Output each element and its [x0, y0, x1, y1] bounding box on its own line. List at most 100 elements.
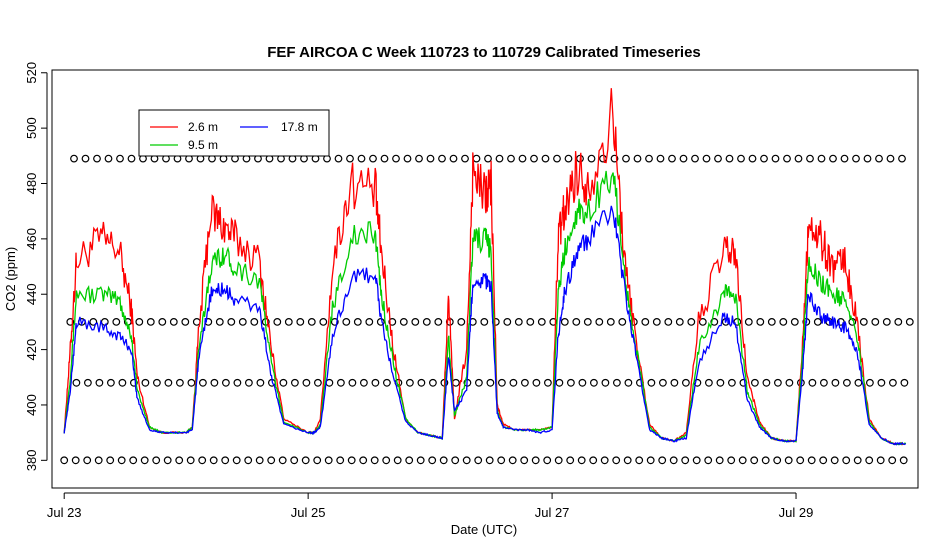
- flag-marker-0-64: [796, 456, 805, 465]
- flag-marker-2-16: [250, 318, 259, 326]
- flag-marker-2-63: [790, 318, 799, 326]
- flag-marker-1-23: [337, 378, 345, 387]
- flag-marker-2-73: [905, 318, 914, 326]
- flag-marker-1-38: [509, 378, 518, 387]
- flag-marker-3-45: [587, 154, 596, 163]
- flag-marker-2-55: [698, 318, 707, 326]
- flag-marker-3-0: [70, 154, 78, 163]
- flag-marker-0-45: [577, 456, 586, 465]
- flag-marker-1-3: [106, 378, 115, 387]
- flag-marker-1-45: [590, 378, 598, 387]
- flag-marker-0-63: [784, 456, 793, 465]
- flag-marker-2-50: [641, 318, 650, 326]
- flag-marker-3-41: [541, 154, 550, 163]
- flag-marker-0-41: [531, 456, 540, 465]
- flag-marker-3-55: [702, 154, 711, 163]
- flag-marker-3-2: [93, 154, 101, 163]
- flag-marker-3-28: [392, 154, 400, 163]
- flag-marker-2-67: [836, 318, 845, 326]
- flag-marker-3-38: [507, 154, 515, 163]
- flag-marker-0-0: [60, 456, 69, 465]
- flag-marker-1-35: [475, 378, 483, 387]
- flag-marker-1-44: [578, 378, 587, 387]
- flag-marker-0-17: [255, 456, 264, 465]
- flag-marker-2-62: [779, 318, 788, 326]
- flag-marker-1-25: [360, 378, 368, 387]
- flag-marker-2-28: [388, 318, 397, 326]
- flag-marker-0-43: [554, 456, 563, 465]
- flag-marker-3-42: [553, 154, 561, 163]
- flag-marker-0-66: [819, 456, 828, 465]
- flag-marker-0-52: [658, 456, 667, 465]
- flag-marker-3-34: [461, 154, 469, 163]
- flag-marker-2-23: [330, 318, 339, 326]
- flag-marker-3-36: [484, 154, 492, 163]
- flag-marker-0-51: [646, 456, 655, 465]
- flag-marker-2-39: [514, 318, 523, 326]
- y-tick-label-4: 460: [24, 228, 39, 250]
- flag-marker-2-53: [675, 318, 684, 326]
- flag-marker-2-26: [365, 318, 374, 326]
- flag-marker-0-27: [370, 456, 379, 465]
- flag-marker-1-48: [624, 378, 633, 387]
- flag-marker-0-67: [830, 456, 839, 465]
- flag-marker-2-22: [319, 318, 328, 326]
- flag-marker-3-5: [127, 154, 136, 163]
- flag-marker-0-71: [876, 456, 885, 465]
- flag-marker-0-29: [393, 456, 402, 465]
- flag-marker-0-58: [727, 456, 736, 465]
- flag-marker-0-28: [382, 456, 391, 465]
- flag-marker-1-8: [164, 378, 173, 387]
- flag-marker-0-18: [267, 456, 276, 465]
- flag-marker-1-5: [129, 378, 138, 387]
- flag-marker-2-46: [595, 318, 604, 326]
- flag-marker-1-59: [751, 378, 759, 387]
- flag-marker-1-41: [544, 378, 552, 387]
- y-tick-label-6: 500: [24, 117, 39, 139]
- flag-markers: [60, 154, 914, 465]
- flag-marker-1-39: [521, 378, 529, 387]
- flag-marker-0-42: [543, 456, 552, 465]
- flag-marker-2-32: [434, 318, 443, 326]
- flag-marker-3-54: [691, 154, 699, 163]
- flag-marker-2-27: [376, 318, 385, 326]
- flag-marker-3-39: [518, 154, 527, 163]
- flag-marker-2-68: [848, 318, 857, 326]
- flag-marker-0-46: [589, 456, 598, 465]
- x-tick-label-1: Jul 25: [291, 505, 326, 520]
- legend-label-9-5m: 9.5 m: [188, 138, 218, 152]
- flag-marker-1-36: [486, 378, 495, 387]
- flag-marker-2-54: [687, 318, 696, 326]
- flag-marker-1-15: [244, 378, 253, 387]
- flag-marker-1-68: [854, 378, 863, 387]
- flag-marker-3-29: [403, 154, 412, 163]
- flag-marker-0-50: [635, 456, 644, 465]
- flag-marker-3-37: [495, 154, 504, 163]
- flag-marker-2-38: [503, 318, 512, 326]
- flag-marker-2-2: [89, 318, 98, 326]
- flag-marker-2-51: [652, 318, 661, 326]
- y-tick-label-1: 400: [24, 394, 39, 416]
- flag-marker-1-6: [141, 378, 150, 387]
- flag-marker-2-65: [813, 318, 822, 326]
- flag-marker-2-45: [583, 318, 592, 326]
- flag-marker-0-35: [462, 456, 471, 465]
- flag-marker-0-21: [301, 456, 310, 465]
- y-axis-label: CO2 (ppm): [3, 247, 18, 311]
- flag-marker-2-34: [457, 318, 466, 326]
- flag-marker-2-71: [882, 318, 891, 326]
- flag-marker-0-19: [278, 456, 287, 465]
- flag-marker-1-56: [716, 378, 725, 387]
- flag-marker-1-70: [877, 378, 886, 387]
- flag-marker-1-4: [118, 378, 127, 387]
- flag-marker-2-13: [215, 318, 224, 326]
- flag-marker-0-5: [117, 456, 126, 465]
- flag-marker-0-8: [152, 456, 161, 465]
- flag-marker-0-73: [899, 456, 908, 465]
- legend-label-17-8m: 17.8 m: [281, 120, 318, 134]
- flag-marker-0-13: [209, 456, 218, 465]
- x-axis-label: Date (UTC): [451, 522, 517, 537]
- flag-marker-1-46: [601, 378, 610, 387]
- flag-marker-0-34: [451, 456, 460, 465]
- flag-marker-0-15: [232, 456, 241, 465]
